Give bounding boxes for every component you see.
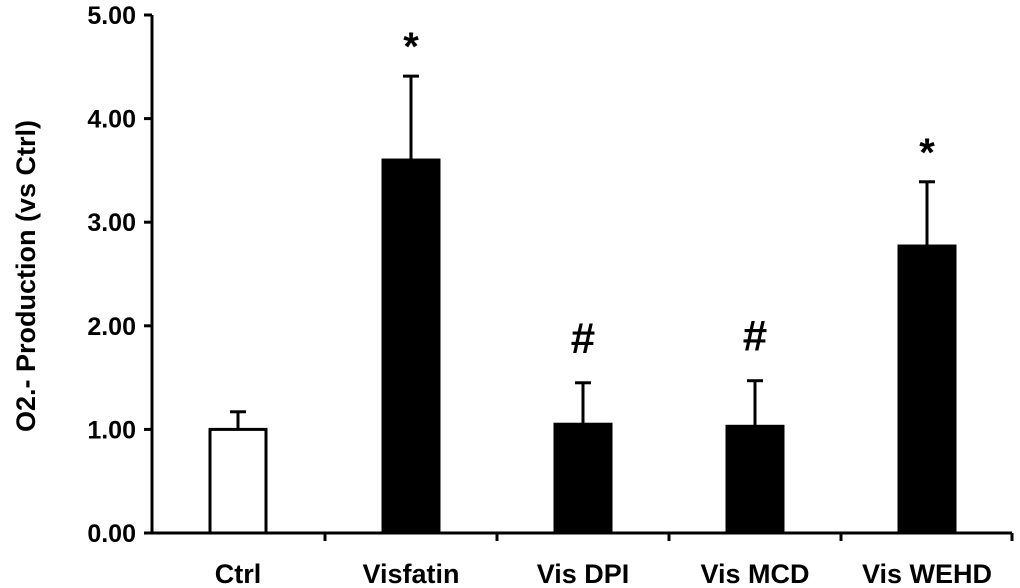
- y-axis-label: O2.- Production (vs Ctrl): [11, 120, 41, 432]
- y-tick-label: 4.00: [87, 106, 136, 134]
- x-category-label: Vis MCD: [700, 559, 809, 588]
- y-axis-ticks: 0.00 1.00 2.00 3.00 4.00 5.00: [87, 2, 152, 548]
- bar-ctrl: [208, 427, 268, 535]
- significance-star: *: [403, 25, 419, 69]
- bars: * # # *: [208, 25, 957, 535]
- bar-vis-mcd: [725, 424, 785, 535]
- bar-vis-wehd: [897, 244, 957, 535]
- y-tick-label: 1.00: [87, 416, 136, 444]
- bar-visfatin: [381, 158, 441, 535]
- x-category-label: Vis WEHD: [862, 559, 992, 588]
- y-tick-label: 0.00: [87, 520, 136, 548]
- significance-hash: #: [743, 312, 767, 361]
- significance-star: *: [919, 131, 935, 175]
- x-category-label: Ctrl: [215, 559, 262, 588]
- x-axis-categories: Ctrl Visfatin Vis DPI Vis MCD Vis WEHD: [215, 533, 1014, 588]
- y-tick-label: 2.00: [87, 313, 136, 341]
- bar-vis-dpi: [553, 422, 613, 535]
- y-tick-label: 3.00: [87, 209, 136, 237]
- y-tick-label: 5.00: [87, 2, 136, 30]
- x-category-label: Visfatin: [362, 559, 459, 588]
- significance-hash: #: [571, 314, 595, 363]
- x-category-label: Vis DPI: [537, 559, 630, 588]
